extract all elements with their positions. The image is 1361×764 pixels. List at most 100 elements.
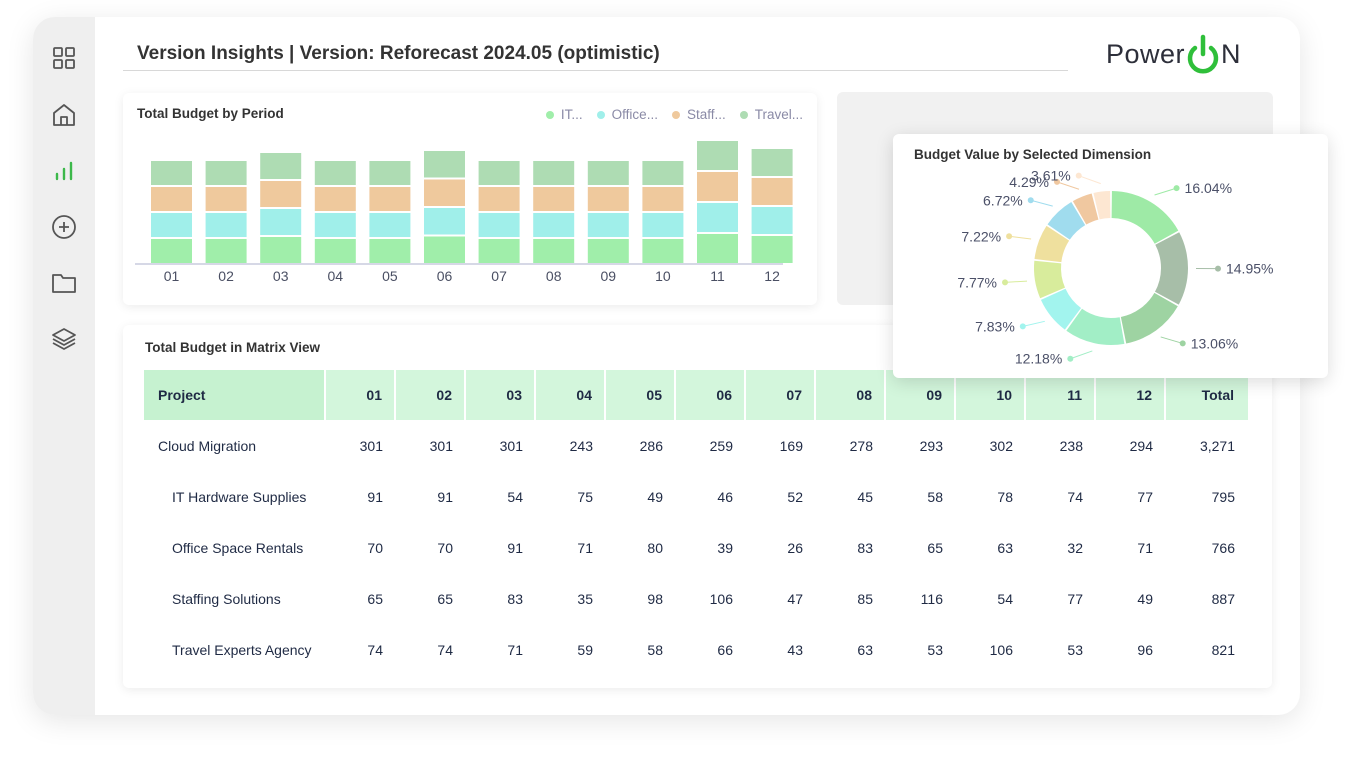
bar-segment[interactable]: [697, 234, 738, 263]
bar-segment[interactable]: [314, 161, 356, 185]
bar-segment[interactable]: [533, 161, 575, 185]
slice-leader-dot: [1053, 178, 1060, 185]
table-row[interactable]: Travel Experts Agency 74 74 71 59 58 66 43 63 53 1…: [144, 624, 1249, 675]
sidebar-item-layers[interactable]: [50, 325, 78, 353]
legend-item[interactable]: Staff...: [671, 107, 726, 122]
bar-segment[interactable]: [533, 239, 575, 263]
bar-segment[interactable]: [151, 187, 192, 211]
bar-segment[interactable]: [642, 213, 684, 237]
column-header[interactable]: Total: [1165, 370, 1250, 420]
column-header[interactable]: 08: [815, 370, 886, 420]
bar-segment[interactable]: [478, 213, 520, 237]
column-header[interactable]: 03: [465, 370, 536, 420]
column-header[interactable]: Project: [144, 370, 326, 420]
slice-leader-dot: [1002, 279, 1009, 286]
bar-segment[interactable]: [314, 213, 356, 237]
donut-slice[interactable]: [1154, 232, 1188, 305]
bar-segment[interactable]: [751, 236, 793, 263]
column-header[interactable]: 06: [675, 370, 746, 420]
donut-slice[interactable]: [1072, 193, 1099, 225]
donut-slice[interactable]: [1047, 202, 1086, 240]
bar-segment[interactable]: [260, 181, 302, 207]
project-name: Staffing Solutions: [172, 590, 281, 607]
bar-segment[interactable]: [697, 141, 738, 170]
bar-segment[interactable]: [478, 239, 520, 263]
bar-segment[interactable]: [478, 187, 520, 211]
sidebar-item-files[interactable]: [50, 269, 78, 297]
donut-slice[interactable]: [1034, 225, 1070, 263]
bar-segment[interactable]: [151, 161, 192, 185]
bar-segment[interactable]: [587, 161, 629, 185]
sidebar-item-analytics[interactable]: [50, 157, 78, 185]
bar-segment[interactable]: [369, 187, 411, 211]
legend-item[interactable]: Office...: [596, 107, 658, 122]
legend-item[interactable]: IT...: [545, 107, 583, 122]
legend-item[interactable]: Travel...: [739, 107, 803, 122]
column-header[interactable]: 09: [885, 370, 956, 420]
bar-segment[interactable]: [205, 187, 247, 211]
bar-segment[interactable]: [642, 239, 684, 263]
x-tick-label: 10: [655, 268, 671, 284]
donut-slice[interactable]: [1066, 308, 1125, 345]
bar-segment[interactable]: [751, 207, 793, 234]
bar-segment[interactable]: [587, 187, 629, 211]
bar-segment[interactable]: [424, 236, 465, 264]
bar-segment[interactable]: [642, 161, 684, 185]
bar-segment[interactable]: [314, 187, 356, 211]
column-header[interactable]: 02: [395, 370, 466, 420]
column-header[interactable]: 01: [325, 370, 396, 420]
table-cell: 47: [787, 590, 803, 607]
donut-slice[interactable]: [1111, 191, 1179, 244]
bar-segment[interactable]: [205, 213, 247, 237]
bar-segment[interactable]: [751, 149, 793, 176]
legend-label: Staff...: [686, 107, 726, 122]
bar-segment[interactable]: [205, 239, 247, 263]
bar-segment[interactable]: [642, 187, 684, 211]
bar-segment[interactable]: [260, 237, 302, 263]
bar-segment[interactable]: [260, 209, 302, 235]
column-header[interactable]: 11: [1025, 370, 1096, 420]
donut-slice[interactable]: [1093, 191, 1111, 220]
sidebar-item-dashboard[interactable]: [50, 44, 78, 72]
bar-segment[interactable]: [697, 203, 738, 232]
table-cell: 39: [717, 539, 733, 556]
bar-segment[interactable]: [314, 239, 356, 263]
bar-segment[interactable]: [369, 161, 411, 185]
donut-slice[interactable]: [1120, 292, 1178, 344]
bar-segment[interactable]: [587, 213, 629, 237]
bar-segment[interactable]: [424, 151, 465, 178]
bar-segment[interactable]: [151, 213, 192, 237]
bar-segment[interactable]: [369, 239, 411, 263]
bar-segment[interactable]: [151, 239, 192, 263]
bar-segment[interactable]: [587, 239, 629, 263]
column-header[interactable]: 04: [535, 370, 606, 420]
bar-segment[interactable]: [533, 213, 575, 237]
table-cell: 70: [367, 539, 383, 556]
bar-segment[interactable]: [369, 213, 411, 237]
table-row[interactable]: Cloud Migration 301 301 301 243 286 259 169 278 2…: [144, 420, 1249, 471]
bar-segment[interactable]: [751, 178, 793, 205]
table-row[interactable]: Office Space Rentals 70 70 91 71 80 39 26 83 65 63…: [144, 522, 1249, 573]
bar-segment[interactable]: [424, 208, 465, 235]
sidebar-item-home[interactable]: [50, 101, 78, 129]
column-header[interactable]: 05: [605, 370, 676, 420]
donut-slice[interactable]: [1034, 260, 1066, 299]
donut-slice[interactable]: [1040, 288, 1082, 330]
table-cell: 795: [1211, 488, 1235, 505]
bar-segment[interactable]: [697, 172, 738, 201]
bar-segment[interactable]: [260, 153, 302, 179]
bar-segment[interactable]: [533, 187, 575, 211]
slice-leader-line: [1160, 336, 1183, 344]
bar-segment[interactable]: [205, 161, 247, 185]
bar-segment[interactable]: [478, 161, 520, 185]
column-header[interactable]: 10: [955, 370, 1026, 420]
sidebar-item-add[interactable]: [50, 213, 78, 241]
column-header[interactable]: 07: [745, 370, 816, 420]
bar-segment[interactable]: [424, 179, 465, 207]
table-row[interactable]: IT Hardware Supplies 91 91 54 75 49 46 52 45 58 78…: [144, 471, 1249, 522]
column-header[interactable]: 12: [1095, 370, 1166, 420]
table-row[interactable]: Staffing Solutions 65 65 83 35 98 106 47 85 116 54…: [144, 573, 1249, 624]
matrix-table: Project 01 02 03 04 05 06 07 08 09 10 11 12 Total Clou…: [144, 370, 1250, 675]
table-cell: 91: [507, 539, 523, 556]
title-divider: [123, 70, 1068, 71]
